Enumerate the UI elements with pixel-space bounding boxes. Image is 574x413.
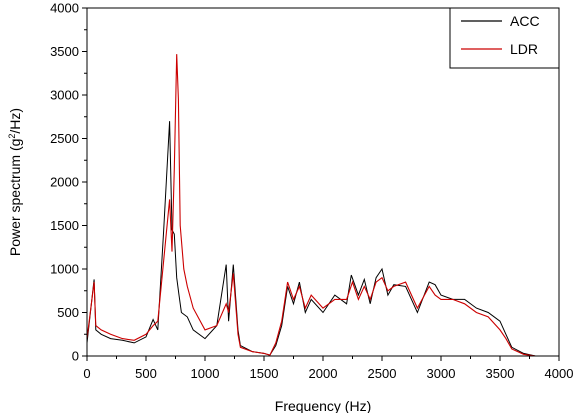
x-tick-label: 1000 bbox=[191, 366, 220, 381]
y-axis-label-pre: Power spectrum (g bbox=[7, 139, 23, 256]
y-tick-label: 1500 bbox=[50, 218, 79, 233]
legend-box bbox=[450, 8, 559, 68]
y-tick-label: 1000 bbox=[50, 262, 79, 277]
x-tick-label: 3500 bbox=[486, 366, 515, 381]
x-tick-label: 4000 bbox=[545, 366, 574, 381]
x-tick-label: 2000 bbox=[309, 366, 338, 381]
y-tick-label: 2500 bbox=[50, 131, 79, 146]
x-axis: 0 500 1000 1500 2000 2500 3000 3500 4000 bbox=[83, 356, 573, 381]
series-line-ldr bbox=[87, 54, 559, 356]
x-tick-label: 500 bbox=[135, 366, 157, 381]
x-axis-label: Frequency (Hz) bbox=[275, 398, 371, 413]
series-group bbox=[87, 54, 559, 356]
legend: ACC LDR bbox=[450, 8, 559, 68]
legend-label-acc: ACC bbox=[510, 13, 540, 29]
x-tick-label: 3000 bbox=[427, 366, 456, 381]
x-tick-label: 0 bbox=[83, 366, 90, 381]
y-tick-label: 4000 bbox=[50, 1, 79, 16]
x-tick-label: 1500 bbox=[250, 366, 279, 381]
x-tick-label: 2500 bbox=[368, 366, 397, 381]
y-axis-label: Power spectrum (g2/Hz) bbox=[7, 108, 23, 256]
y-axis-label-post: /Hz) bbox=[7, 108, 23, 134]
y-tick-label: 0 bbox=[72, 349, 79, 364]
legend-label-ldr: LDR bbox=[510, 41, 538, 57]
y-tick-label: 3000 bbox=[50, 88, 79, 103]
y-tick-label: 3500 bbox=[50, 44, 79, 59]
y-tick-label: 500 bbox=[57, 305, 79, 320]
y-tick-label: 2000 bbox=[50, 175, 79, 190]
y-axis: 0 500 1000 1500 2000 2500 3000 3500 4000 bbox=[50, 1, 87, 364]
